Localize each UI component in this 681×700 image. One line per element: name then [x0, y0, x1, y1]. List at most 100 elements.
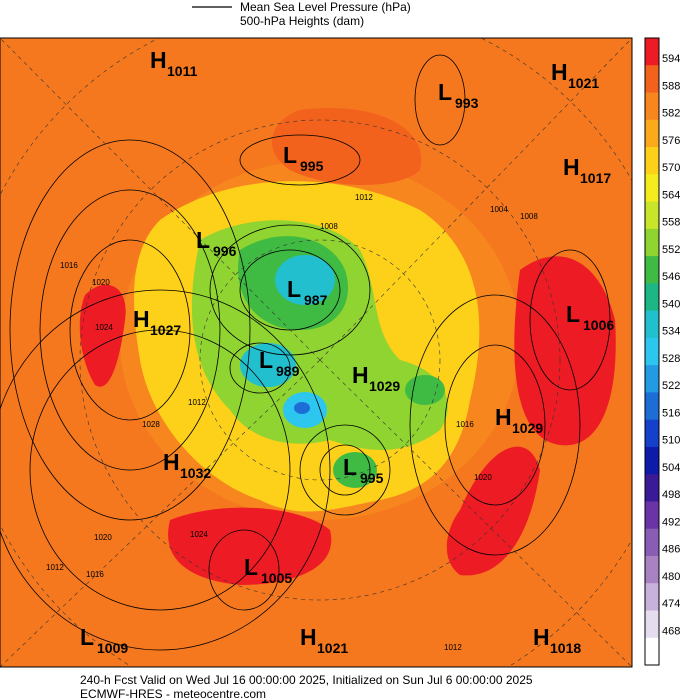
- center-kind: L: [566, 301, 580, 327]
- center-value: 1021: [568, 75, 599, 91]
- colorbar-label: 468: [662, 625, 680, 637]
- colorbar-label: 582: [662, 108, 680, 120]
- colorbar-swatch: [645, 256, 659, 284]
- center-value: 1018: [550, 640, 581, 656]
- center-kind: H: [495, 404, 512, 430]
- colorbar-label: 504: [662, 462, 680, 474]
- colorbar-label: 510: [662, 435, 680, 447]
- center-kind: H: [300, 624, 317, 650]
- center-value: 1009: [97, 640, 128, 656]
- colorbar-swatch: [645, 610, 659, 639]
- colorbar-label: 522: [662, 380, 680, 392]
- colorbar-label: 498: [662, 489, 680, 501]
- colorbar-label: 564: [662, 189, 680, 201]
- center-kind: L: [80, 624, 94, 650]
- isobar-label: 1020: [474, 473, 492, 482]
- center-value: 1027: [150, 322, 181, 338]
- center-kind: H: [352, 362, 369, 388]
- isobar-label: 1008: [520, 212, 538, 221]
- center-value: 989: [276, 363, 300, 379]
- colorbar-label: 558: [662, 217, 680, 229]
- center-value: 1029: [512, 420, 543, 436]
- center-kind: L: [244, 554, 258, 580]
- isobar-label: 1012: [188, 398, 206, 407]
- center-value: 987: [304, 292, 328, 308]
- colorbar-label: 546: [662, 271, 680, 283]
- isobar-label: 1016: [86, 570, 104, 579]
- colorbar-label: 576: [662, 135, 680, 147]
- colorbar-swatch: [645, 283, 659, 312]
- isobar-label: 1004: [490, 205, 508, 214]
- isobar-label: 1020: [92, 278, 110, 287]
- colorbar-swatch: [645, 228, 659, 257]
- center-value: 995: [360, 470, 384, 486]
- center-kind: L: [343, 454, 357, 480]
- center-value: 1021: [317, 640, 348, 656]
- colorbar-swatch: [645, 92, 659, 121]
- center-kind: H: [133, 306, 150, 332]
- colorbar-label: 474: [662, 598, 680, 610]
- isobar-label: 1012: [355, 193, 373, 202]
- colorbar-label: 552: [662, 244, 680, 256]
- colorbar-swatch: [645, 583, 659, 611]
- center-value: 1006: [583, 317, 614, 333]
- colorbar-swatch: [645, 419, 659, 448]
- footer-line1: 240-h Fcst Valid on Wed Jul 16 00:00:00 …: [80, 673, 533, 687]
- center-value: 1017: [580, 170, 611, 186]
- center-value: 993: [455, 95, 479, 111]
- isobar-label: 1012: [444, 643, 462, 652]
- center-kind: L: [196, 227, 210, 253]
- center-value: 1029: [369, 378, 400, 394]
- colorbar-label: 570: [662, 162, 680, 174]
- colorbar-swatch: [645, 38, 659, 66]
- center-kind: H: [163, 449, 180, 475]
- isobar-label: 1016: [456, 420, 474, 429]
- center-kind: L: [259, 347, 273, 373]
- center-value: 1011: [167, 63, 198, 79]
- colorbar-frame: [644, 37, 660, 666]
- colorbar-swatch: [645, 310, 659, 339]
- colorbar-swatch: [645, 201, 659, 230]
- colorbar-swatch: [645, 119, 659, 148]
- center-kind: L: [287, 276, 301, 302]
- colorbar-label: 486: [662, 544, 680, 556]
- center-kind: H: [533, 624, 550, 650]
- center-kind: L: [438, 79, 452, 105]
- colorbar-swatch: [645, 501, 659, 530]
- isobar-label: 1016: [60, 261, 78, 270]
- colorbar-swatch: [645, 528, 659, 557]
- colorbar-label: 480: [662, 571, 680, 583]
- colorbar-swatch: [645, 446, 659, 475]
- isobar-label: 1024: [95, 323, 113, 332]
- colorbar-swatch: [645, 65, 659, 94]
- colorbar-label: 516: [662, 407, 680, 419]
- colorbar-swatch: [645, 555, 659, 584]
- center-value: 995: [300, 158, 324, 174]
- colorbar-swatch: [645, 337, 659, 366]
- colorbar-swatch: [645, 637, 659, 666]
- colorbar-label: 534: [662, 326, 680, 338]
- isobar-label: 1020: [94, 533, 112, 542]
- center-kind: L: [283, 142, 297, 168]
- center-value: 996: [213, 243, 237, 259]
- isobar-label: 1012: [46, 563, 64, 572]
- center-kind: H: [551, 59, 568, 85]
- colorbar: 594 588 582 576 570 564 558 552 546 540 534 528 522 5…: [644, 37, 680, 666]
- center-kind: H: [150, 47, 167, 73]
- isobar-label: 1024: [190, 530, 208, 539]
- colorbar-label: 594: [662, 53, 680, 65]
- header-line2: 500-hPa Heights (dam): [240, 14, 364, 28]
- colorbar-swatch: [645, 474, 659, 502]
- center-kind: H: [563, 154, 580, 180]
- map-frame: [0, 37, 633, 668]
- isobar-label: 1008: [320, 222, 338, 231]
- colorbar-label: 492: [662, 516, 680, 528]
- center-value: 1005: [261, 570, 292, 586]
- center-value: 1032: [180, 465, 211, 481]
- footer-line2: ECMWF-HRES - meteocentre.com: [80, 687, 266, 700]
- colorbar-swatch: [645, 147, 659, 175]
- colorbar-label: 540: [662, 298, 680, 310]
- colorbar-label: 528: [662, 353, 680, 365]
